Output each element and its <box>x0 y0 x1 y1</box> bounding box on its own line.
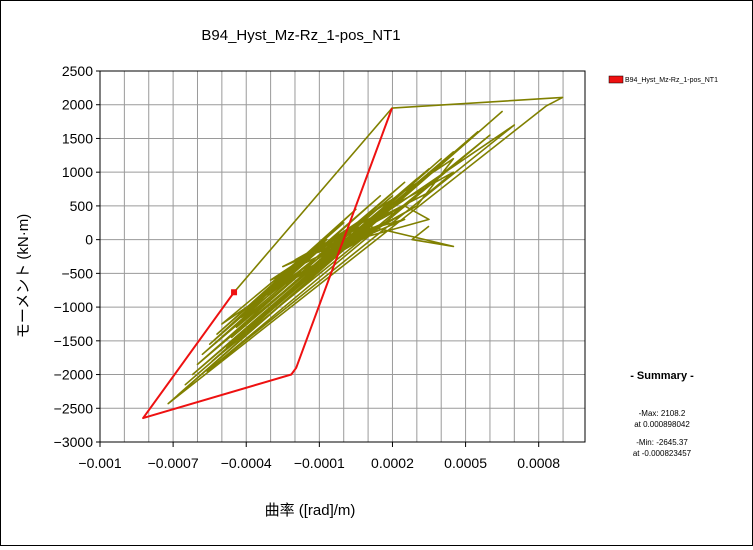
legend: B94_Hyst_Mz-Rz_1-pos_NT1 <box>608 75 718 84</box>
summary-panel: - Summary - -Max: 2108.2 at 0.000898042 … <box>630 370 694 458</box>
x-tick-label: −0.0007 <box>148 455 199 471</box>
x-tick-label: −0.001 <box>78 455 121 471</box>
y-tick-label: −2500 <box>54 400 94 416</box>
y-tick-label: −1500 <box>54 333 94 349</box>
x-tick-label: 0.0005 <box>444 455 487 471</box>
x-axis-label: 曲率 ([rad]/m) <box>265 502 356 519</box>
x-tick-label: 0.0002 <box>371 455 414 471</box>
summary-min: -Min: -2645.37 <box>636 438 688 447</box>
series-start-marker <box>231 289 238 296</box>
plot-border <box>99 70 586 443</box>
summary-min-at: at -0.000823457 <box>633 449 692 458</box>
x-tick-label: 0.0008 <box>517 455 560 471</box>
y-tick-label: 2500 <box>62 63 93 79</box>
y-tick-label: 2000 <box>62 97 93 113</box>
chart-title: B94_Hyst_Mz-Rz_1-pos_NT1 <box>201 27 400 44</box>
y-tick-label: −1000 <box>54 299 94 315</box>
summary-heading: - Summary - <box>630 370 694 382</box>
legend-label: B94_Hyst_Mz-Rz_1-pos_NT1 <box>625 77 718 84</box>
y-tick-label: −500 <box>61 265 93 281</box>
y-tick-label: −3000 <box>54 434 94 450</box>
x-tick-labels: −0.001 −0.0007 −0.0004 −0.0001 0.0002 0.0005 0… <box>78 442 560 471</box>
summary-max-at: at 0.000898042 <box>634 420 690 429</box>
y-tick-label: 500 <box>70 198 94 214</box>
y-tick-labels: −3000 −2500 −2000 −1500 −1000 −500 0 500 1000 150… <box>54 63 100 450</box>
y-tick-label: 0 <box>85 232 93 248</box>
series-hysteresis-line <box>167 96 564 405</box>
y-tick-label: 1000 <box>62 164 93 180</box>
y-tick-label: 1500 <box>62 130 93 146</box>
y-axis-label: モーメント (kN·m) <box>15 214 32 338</box>
series-primary-line <box>142 107 393 420</box>
legend-swatch <box>608 75 624 84</box>
x-tick-label: −0.0004 <box>221 455 272 471</box>
x-tick-label: −0.0001 <box>294 455 345 471</box>
summary-max: -Max: 2108.2 <box>639 409 686 418</box>
series-lines <box>142 96 564 420</box>
y-tick-label: −2000 <box>54 367 94 383</box>
